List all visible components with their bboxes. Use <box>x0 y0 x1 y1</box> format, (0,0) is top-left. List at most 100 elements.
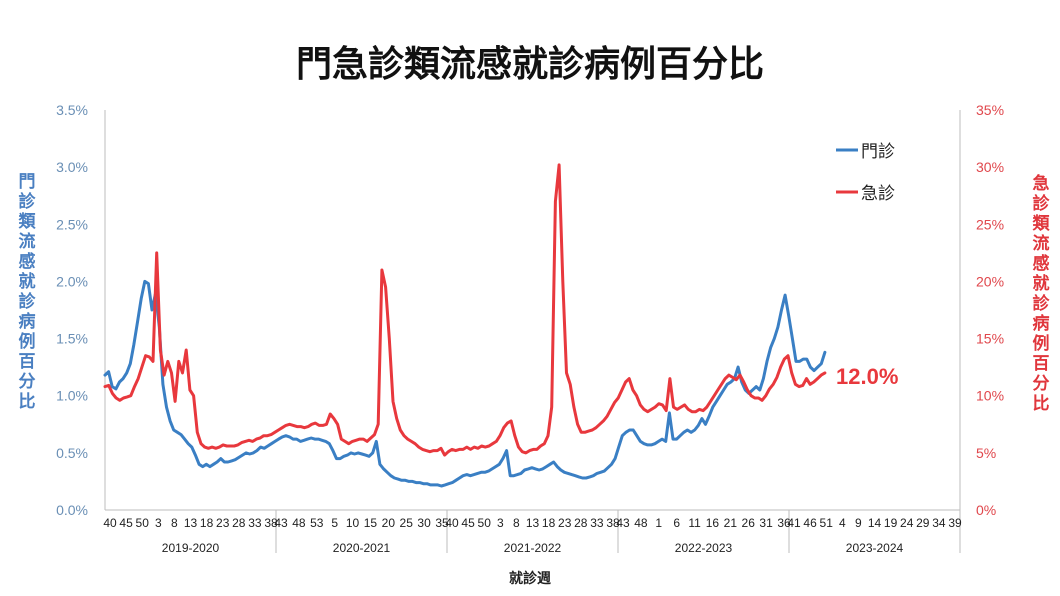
right-axis-label-char: 感 <box>1033 253 1050 274</box>
season-label: 2021-2022 <box>504 541 562 555</box>
right-axis-label-char: 就 <box>1033 273 1050 294</box>
x-tick-label: 6 <box>673 516 680 530</box>
right-y-tick-label: 15% <box>976 331 1004 347</box>
x-tick-label: 31 <box>759 516 773 530</box>
left-axis-label-char: 例 <box>19 331 36 352</box>
legend-label-emergency: 急診 <box>861 184 895 204</box>
x-tick-label: 3 <box>497 516 504 530</box>
left-axis-label-char: 流 <box>19 231 36 252</box>
right-axis-label: 急診類流感就診病例百分比 <box>1032 173 1051 414</box>
right-axis-label-char: 急 <box>1033 173 1050 194</box>
x-tick-label: 19 <box>884 516 898 530</box>
right-axis-label-char: 類 <box>1032 214 1051 234</box>
x-tick-label: 1 <box>655 516 662 530</box>
left-axis-label-char: 百 <box>19 352 36 372</box>
right-y-tick-label: 20% <box>976 273 1004 289</box>
series-lines <box>103 163 827 488</box>
left-axis-label-char: 比 <box>19 391 36 412</box>
x-tick-label: 48 <box>634 516 648 530</box>
left-axis-label-char: 病 <box>19 311 36 332</box>
x-tick-label: 23 <box>558 516 572 530</box>
x-tick-label: 41 <box>787 516 801 530</box>
right-y-tick-label: 30% <box>976 159 1004 175</box>
left-y-tick-label: 0.0% <box>56 502 88 518</box>
left-axis-label-char: 診 <box>19 191 37 212</box>
x-axis-label: 就診週 <box>509 570 551 587</box>
left-y-tick-label: 2.0% <box>56 273 88 289</box>
season-label: 2022-2023 <box>675 541 733 555</box>
latest-value-annotation: 12.0% <box>836 364 898 389</box>
x-tick-label: 3 <box>155 516 162 530</box>
left-y-tick-label: 1.5% <box>56 331 88 347</box>
x-tick-label: 10 <box>346 516 360 530</box>
x-tick-label: 43 <box>616 516 630 530</box>
axes <box>104 110 961 553</box>
x-tick-label: 8 <box>171 516 178 530</box>
x-tick-label: 51 <box>820 516 834 530</box>
x-tick-label: 28 <box>232 516 246 530</box>
left-axis-label-char: 就 <box>19 271 36 292</box>
x-tick-label: 20 <box>382 516 396 530</box>
x-tick-label: 24 <box>900 516 914 530</box>
x-tick-label: 23 <box>216 516 230 530</box>
x-tick-label: 18 <box>542 516 556 530</box>
left-axis-label-char: 類 <box>18 212 37 232</box>
x-tick-label: 26 <box>742 516 756 530</box>
left-y-tick-label: 2.5% <box>56 216 88 232</box>
x-tick-label: 15 <box>364 516 378 530</box>
right-y-tick-label: 10% <box>976 388 1004 404</box>
x-tick-label: 33 <box>590 516 604 530</box>
left-y-tick-label: 0.5% <box>56 445 88 461</box>
chart-title: 門急診類流感就診病例百分比 <box>296 44 764 85</box>
x-tick-label: 25 <box>400 516 414 530</box>
x-tick-label: 33 <box>248 516 262 530</box>
right-axis-label-char: 流 <box>1033 233 1050 254</box>
x-tick-label: 45 <box>461 516 475 530</box>
x-tick-label: 46 <box>803 516 817 530</box>
x-tick-label: 21 <box>724 516 738 530</box>
x-tick-label: 35 <box>435 516 449 530</box>
x-tick-label: 13 <box>526 516 540 530</box>
x-tick-label: 43 <box>274 516 288 530</box>
x-tick-label: 53 <box>310 516 324 530</box>
x-tick-label: 48 <box>292 516 306 530</box>
right-axis-label-char: 百 <box>1033 354 1050 374</box>
season-labels: 2019-2020 2020-2021 2021-2022 2022-2023 2023… <box>162 541 904 555</box>
left-axis-label-char: 分 <box>19 372 36 392</box>
x-tick-label: 40 <box>445 516 459 530</box>
x-tick-label: 39 <box>948 516 962 530</box>
right-axis-label-char: 診 <box>1033 193 1051 214</box>
left-axis-label-char: 診 <box>19 291 37 312</box>
right-y-tick-label: 25% <box>976 216 1004 232</box>
left-y-tick-label: 3.0% <box>56 159 88 175</box>
x-tick-label: 34 <box>932 516 946 530</box>
x-tick-label: 5 <box>331 516 338 530</box>
right-axis-label-char: 例 <box>1033 333 1050 354</box>
right-y-tick-labels: 0% 5% 10% 15% 20% 25% 30% 35% <box>976 102 1004 518</box>
season-label: 2023-2024 <box>846 541 904 555</box>
x-tick-label: 9 <box>855 516 862 530</box>
x-tick-label: 13 <box>184 516 198 530</box>
x-tick-label: 28 <box>574 516 588 530</box>
left-axis-label-char: 感 <box>19 251 36 272</box>
x-tick-label: 4 <box>839 516 846 530</box>
x-tick-label: 38 <box>606 516 620 530</box>
outpatient-series-line <box>103 279 827 488</box>
right-y-tick-label: 5% <box>976 445 996 461</box>
emergency-series-line <box>103 163 827 457</box>
legend-label-outpatient: 門診 <box>861 142 895 162</box>
right-axis-label-char: 分 <box>1033 374 1050 394</box>
x-tick-label: 50 <box>136 516 150 530</box>
x-tick-label: 45 <box>119 516 133 530</box>
season-label: 2020-2021 <box>333 541 391 555</box>
x-tick-label: 29 <box>916 516 930 530</box>
x-tick-label: 8 <box>513 516 520 530</box>
left-y-tick-label: 1.0% <box>56 388 88 404</box>
season-label: 2019-2020 <box>162 541 220 555</box>
x-tick-label: 30 <box>417 516 431 530</box>
right-axis-label-char: 比 <box>1033 393 1050 414</box>
right-axis-label-char: 診 <box>1033 293 1051 314</box>
left-y-tick-label: 3.5% <box>56 102 88 118</box>
